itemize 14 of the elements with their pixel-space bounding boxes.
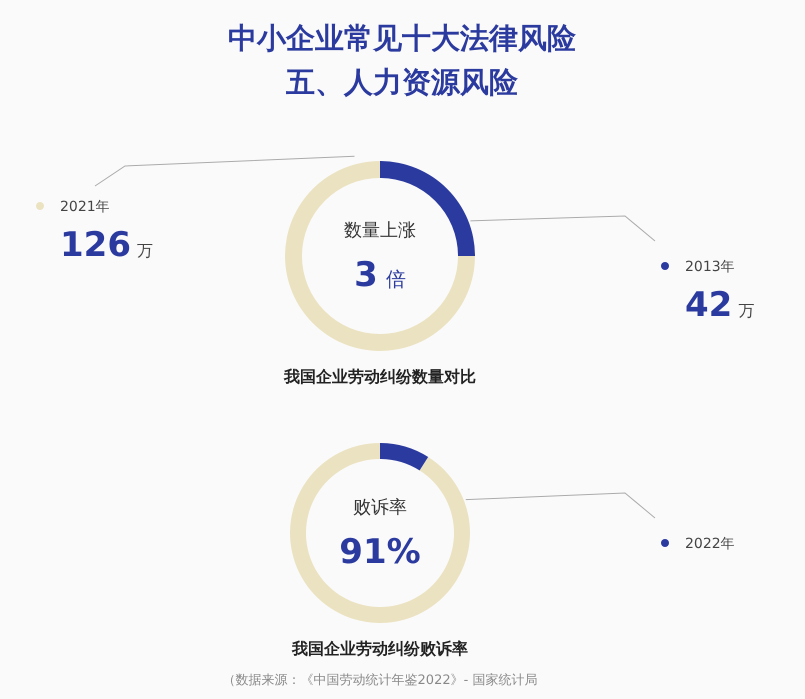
text: 数量上涨 [344, 220, 416, 241]
legend-label: 2021年 [60, 199, 110, 215]
text: 五、人力资源风险 [285, 65, 519, 99]
text: （数据来源：《中国劳动统计年鉴2022》- 国家统计局 [222, 672, 538, 688]
legend-label: 2013年 [685, 259, 735, 275]
text: 我国企业劳动纠纷数量对比 [283, 367, 476, 386]
legend-label: 2022年 [685, 536, 735, 552]
text: 中小企业常见十大法律风险 [228, 21, 577, 55]
data-label: 42 万 [685, 285, 754, 325]
text: 败诉率 [353, 497, 407, 518]
text: 3 倍 [354, 255, 406, 295]
text: 我国企业劳动纠纷败诉率 [291, 639, 468, 658]
data-label: 126 万 [60, 225, 153, 265]
text: 91% [339, 532, 421, 572]
